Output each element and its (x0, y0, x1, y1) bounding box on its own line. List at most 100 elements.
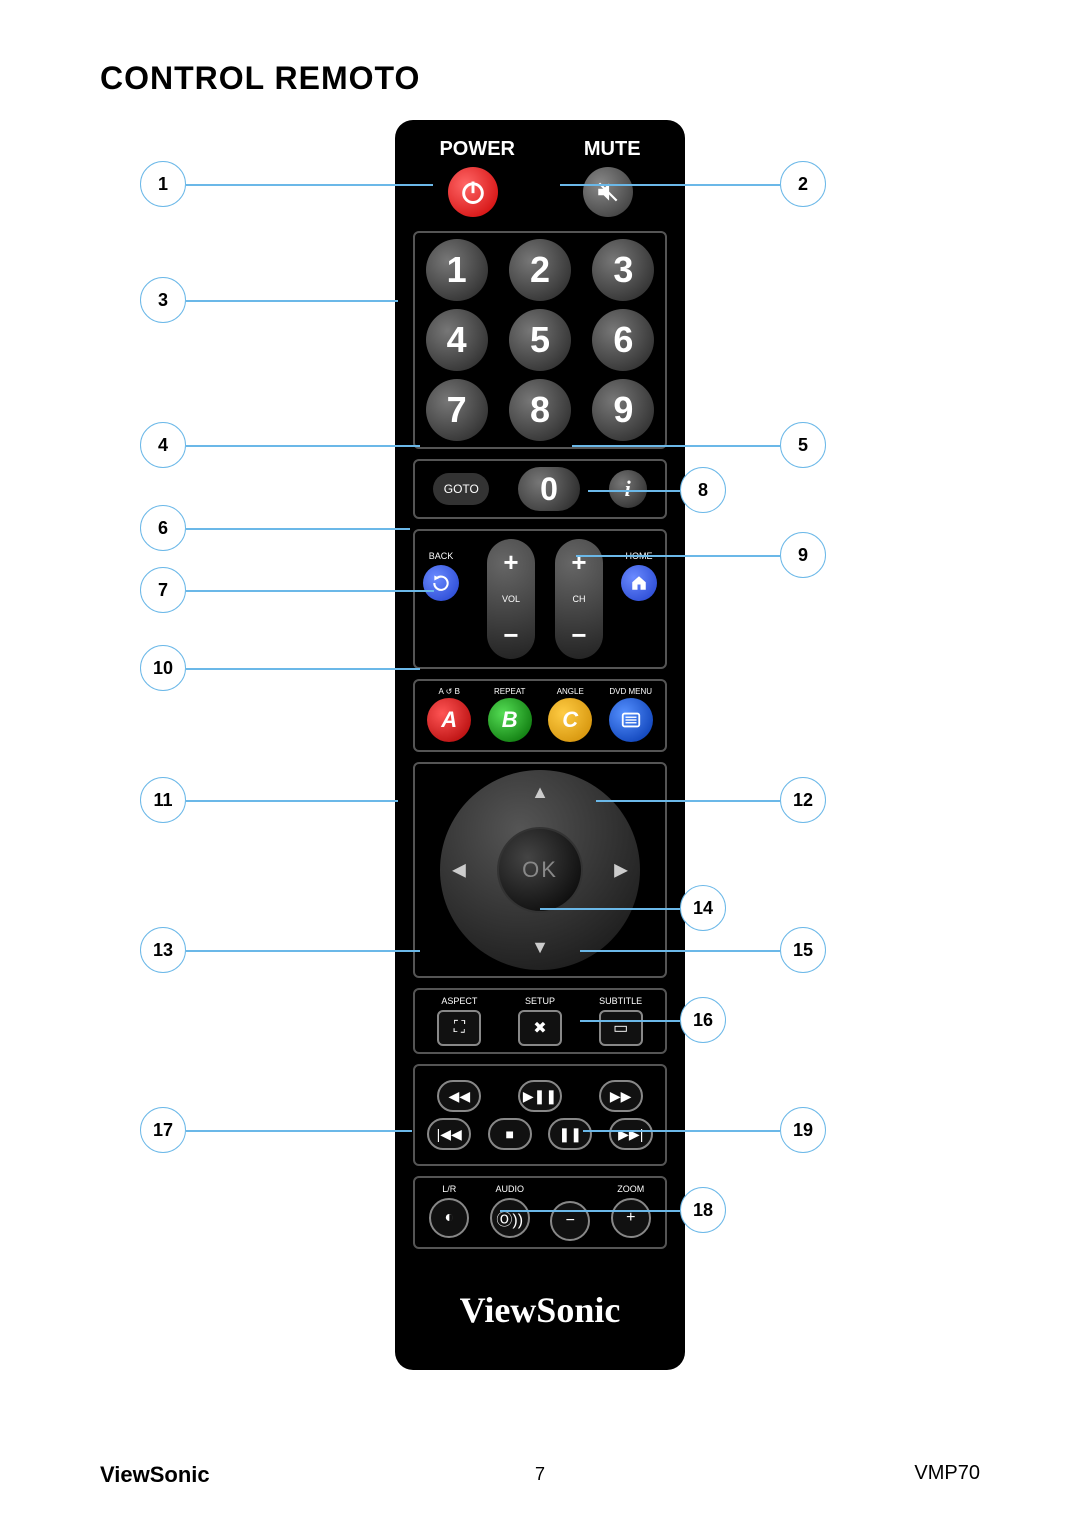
a-button[interactable]: A (427, 698, 471, 742)
leader-10 (186, 668, 420, 670)
num-1-button[interactable]: 1 (426, 239, 488, 301)
callout-1: 1 (140, 161, 186, 207)
power-icon (459, 178, 487, 206)
channel-rocker[interactable]: + CH − (555, 539, 603, 659)
num-7-button[interactable]: 7 (426, 379, 488, 441)
subtitle-button[interactable]: ▭ (599, 1010, 643, 1046)
volume-rocker[interactable]: + VOL − (487, 539, 535, 659)
leader-11 (186, 800, 398, 802)
vol-label: VOL (502, 594, 520, 604)
callout-13: 13 (140, 927, 186, 973)
ch-up-icon: + (571, 547, 586, 578)
leader-1 (186, 184, 433, 186)
num-5-button[interactable]: 5 (509, 309, 571, 371)
leader-19 (583, 1130, 780, 1132)
footer-brand: ViewSonic (100, 1462, 210, 1488)
leader-7 (186, 590, 434, 592)
power-label: POWER (439, 138, 515, 161)
mute-button[interactable] (583, 167, 633, 217)
a-label: A ↺ B (427, 687, 471, 696)
goto-button[interactable]: GOTO (433, 473, 489, 505)
home-icon (630, 574, 648, 592)
leader-16 (580, 1020, 680, 1022)
back-label: BACK (423, 551, 459, 561)
callout-14: 14 (680, 885, 726, 931)
d-button[interactable] (609, 698, 653, 742)
aspect-button[interactable]: ⛶ (437, 1010, 481, 1046)
playback-r2-2-button[interactable]: ❚❚ (548, 1118, 592, 1150)
power-button[interactable] (448, 167, 498, 217)
num-0-button[interactable]: 0 (518, 467, 580, 511)
leader-3 (186, 300, 398, 302)
callout-11: 11 (140, 777, 186, 823)
callout-19: 19 (780, 1107, 826, 1153)
setup-label: SETUP (518, 996, 562, 1006)
num-8-button[interactable]: 8 (509, 379, 571, 441)
bottom-row-frame: L/R◐ AUDIOⓄ)) − ZOOM+ (413, 1176, 667, 1249)
leader-13 (186, 950, 420, 952)
audio-button[interactable]: Ⓞ)) (490, 1198, 530, 1238)
vol-down-icon: − (503, 620, 518, 651)
ch-label: CH (573, 594, 586, 604)
zoom-label: ZOOM (611, 1184, 651, 1194)
home-button[interactable] (621, 565, 657, 601)
zoom-in-button[interactable]: + (611, 1198, 651, 1238)
num-6-button[interactable]: 6 (592, 309, 654, 371)
callout-6: 6 (140, 505, 186, 551)
mute-icon (595, 179, 621, 205)
callout-3: 3 (140, 277, 186, 323)
playback-r1-2-button[interactable]: ▶▶ (599, 1080, 643, 1112)
c-button[interactable]: C (548, 698, 592, 742)
leader-8 (588, 490, 680, 492)
setup-button[interactable]: ✖ (518, 1010, 562, 1046)
goto-row: GOTO 0 i (413, 459, 667, 519)
callout-15: 15 (780, 927, 826, 973)
page-title: CONTROL REMOTO (100, 60, 420, 97)
leader-15 (580, 950, 780, 952)
leader-6 (186, 528, 410, 530)
callout-7: 7 (140, 567, 186, 613)
callout-10: 10 (140, 645, 186, 691)
callout-16: 16 (680, 997, 726, 1043)
playback-r2-0-button[interactable]: |◀◀ (427, 1118, 471, 1150)
d-label: DVD MENU (609, 687, 653, 696)
leader-18 (500, 1210, 680, 1212)
callout-12: 12 (780, 777, 826, 823)
ok-button[interactable]: OK (497, 827, 583, 913)
b-button[interactable]: B (488, 698, 532, 742)
zoom-minus-label (550, 1184, 590, 1197)
callout-5: 5 (780, 422, 826, 468)
info-button[interactable]: i (609, 470, 647, 508)
playback-r2-3-button[interactable]: ▶▶| (609, 1118, 653, 1150)
dpad-frame: ▲ ▼ ◀ ▶ OK (413, 762, 667, 978)
callout-18: 18 (680, 1187, 726, 1233)
leader-14 (540, 908, 680, 910)
num-2-button[interactable]: 2 (509, 239, 571, 301)
numpad-frame: 123 456 789 (413, 231, 667, 449)
playback-r1-0-button[interactable]: ◀◀ (437, 1080, 481, 1112)
mute-label: MUTE (584, 138, 641, 161)
abcd-frame: A ↺ BA REPEATB ANGLEC DVD MENU (413, 679, 667, 752)
num-9-button[interactable]: 9 (592, 379, 654, 441)
playback-r2-1-button[interactable]: ■ (488, 1118, 532, 1150)
playback-frame: ◀◀ ▶❚❚ ▶▶ |◀◀ ■ ❚❚ ▶▶| (413, 1064, 667, 1166)
ch-down-icon: − (571, 620, 586, 651)
dvd-menu-icon (620, 709, 642, 731)
leader-9 (576, 555, 780, 557)
lr-button[interactable]: ◐ (429, 1198, 469, 1238)
dpad-left-icon: ◀ (452, 860, 466, 881)
playback-r1-1-button[interactable]: ▶❚❚ (518, 1080, 562, 1112)
back-button[interactable] (423, 565, 459, 601)
back-icon (431, 573, 451, 593)
num-4-button[interactable]: 4 (426, 309, 488, 371)
leader-4 (186, 445, 420, 447)
callout-9: 9 (780, 532, 826, 578)
b-label: REPEAT (488, 687, 532, 696)
leader-17 (186, 1130, 412, 1132)
leader-5 (572, 445, 780, 447)
callout-2: 2 (780, 161, 826, 207)
dpad-right-icon: ▶ (614, 860, 628, 881)
num-3-button[interactable]: 3 (592, 239, 654, 301)
zoom-out-button[interactable]: − (550, 1201, 590, 1241)
aspect-label: ASPECT (437, 996, 481, 1006)
